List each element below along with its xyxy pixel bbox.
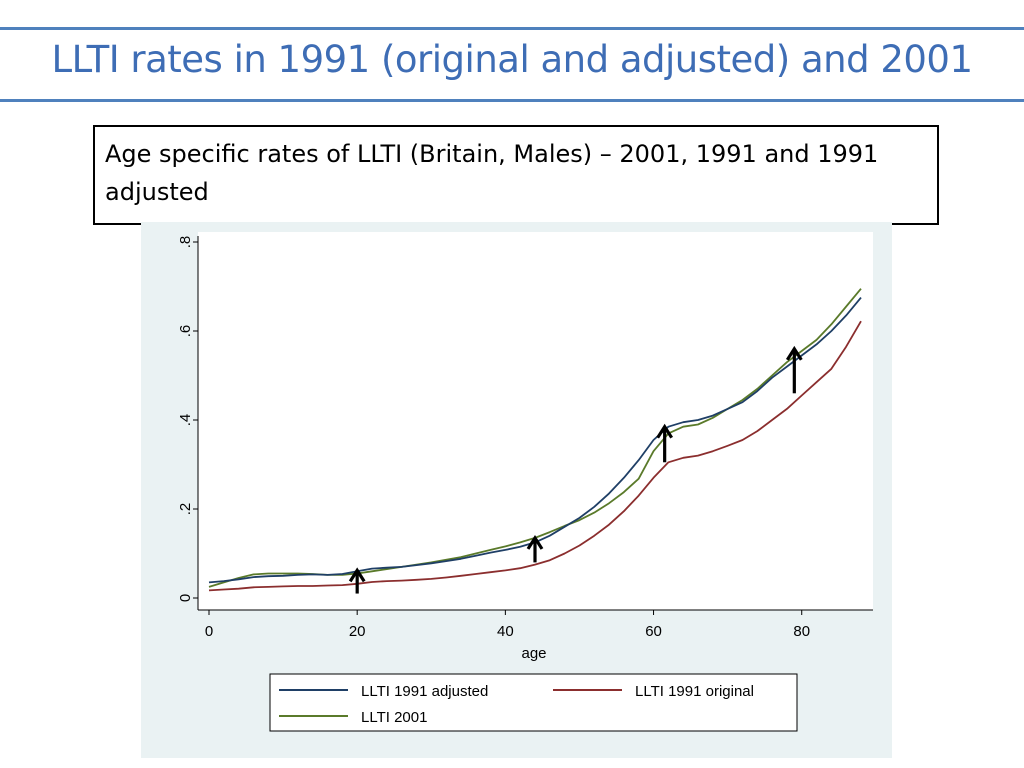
chart-svg: 0 .2 .4 .6 .8 0 20 40 60 80 age LLTI 1991 adjuste… [141,222,892,758]
legend-label-adjusted: LLTI 1991 adjusted [361,683,488,700]
x-tick-label: 20 [349,623,366,640]
y-tick-label: .6 [177,325,194,338]
x-tick-label: 0 [205,623,213,640]
y-tick-label: 0 [177,594,194,602]
top-rule [0,27,1024,30]
up-arrow-icon [526,534,544,563]
series-line-1991-original [208,320,862,592]
x-axis-label: age [521,645,546,662]
legend-label-2001: LLTI 2001 [361,709,427,726]
x-tick-label: 60 [645,623,662,640]
arrow-head [785,345,803,361]
arrow-head [656,423,674,439]
up-arrow-icon [348,567,366,594]
legend-label-original: LLTI 1991 original [635,683,754,700]
y-tick-label: .4 [177,414,194,427]
y-tick-label: .8 [177,236,194,249]
up-arrow-icon [785,345,803,394]
slide-title: LLTI rates in 1991 (original and adjuste… [51,38,973,81]
y-tick-label: .2 [177,503,194,516]
up-arrow-icon [656,423,674,463]
arrow-head [348,567,366,583]
legend-box [269,673,798,732]
chart-caption: Age specific rates of LLTI (Britain, Mal… [93,125,939,225]
arrow-head [526,534,544,550]
x-tick-label: 80 [793,623,810,640]
title-underline [0,99,1024,102]
x-tick-label: 40 [497,623,514,640]
chart-panel: 0 .2 .4 .6 .8 0 20 40 60 80 age LLTI 1991 adjuste… [141,222,892,758]
legend: LLTI 1991 adjusted LLTI 1991 original LL… [269,673,798,732]
